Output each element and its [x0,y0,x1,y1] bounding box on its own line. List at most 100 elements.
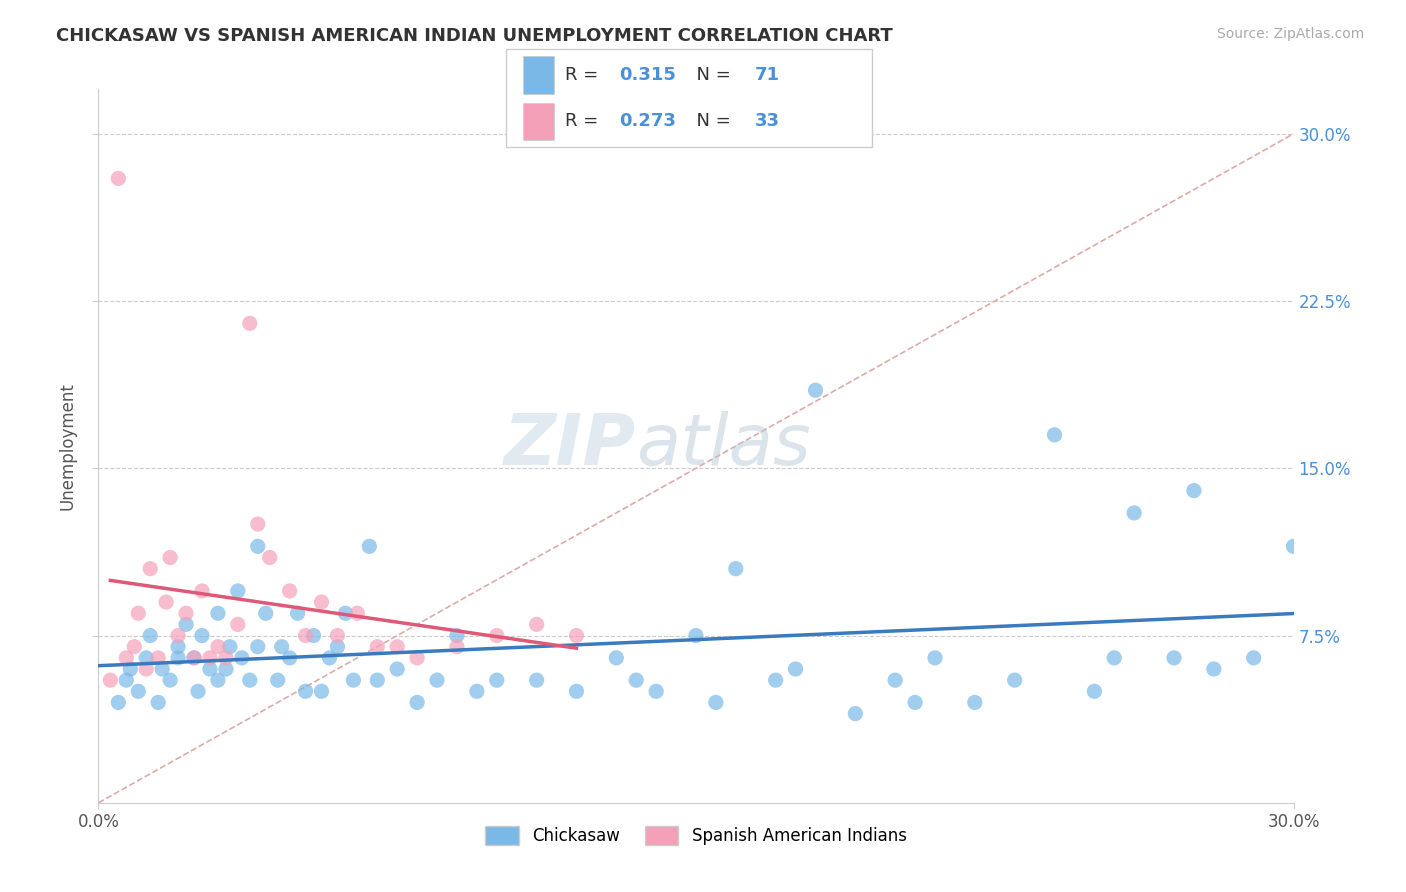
Text: R =: R = [565,112,605,130]
Point [148,651,170,665]
Point [844,706,866,721]
Point [239,673,262,687]
Point [342,673,364,687]
Point [446,640,468,654]
Point [207,673,229,687]
Point [785,662,807,676]
Point [278,651,301,665]
Y-axis label: Unemployment: Unemployment [59,382,77,510]
Point [366,673,388,687]
Point [565,684,588,698]
Point [318,651,340,665]
Text: N =: N = [685,66,737,84]
Point [645,684,668,698]
Text: 33: 33 [755,112,780,130]
Point [174,617,197,632]
Point [924,651,946,665]
Point [804,384,827,398]
Point [626,673,648,687]
Point [311,595,333,609]
Point [167,628,190,642]
Point [259,550,281,565]
Text: ZIP: ZIP [503,411,637,481]
Point [526,673,548,687]
Point [385,640,409,654]
Point [159,673,181,687]
Point [246,539,269,553]
Point [605,651,627,665]
Point [139,562,162,576]
Text: 0.273: 0.273 [619,112,675,130]
Point [565,628,588,642]
Point [359,539,381,553]
Point [366,640,388,654]
Point [98,673,122,687]
Point [385,662,409,676]
Point [215,651,238,665]
Point [446,628,468,642]
Point [167,651,190,665]
Point [198,651,221,665]
Point [1083,684,1105,698]
Point [198,662,221,676]
Point [335,607,357,621]
Point [159,550,181,565]
Point [155,595,177,609]
Point [174,607,197,621]
Text: R =: R = [565,66,605,84]
Point [107,696,129,710]
Point [167,640,190,654]
Point [406,696,429,710]
Point [226,617,249,632]
Point [207,607,229,621]
Point [1104,651,1126,665]
Point [226,583,249,598]
Text: 0.315: 0.315 [619,66,675,84]
Point [884,673,907,687]
Point [685,628,707,642]
Text: N =: N = [685,112,737,130]
Point [904,696,927,710]
Point [326,628,349,642]
Point [294,628,316,642]
Point [191,628,214,642]
Point [267,673,290,687]
Point [302,628,325,642]
Text: Source: ZipAtlas.com: Source: ZipAtlas.com [1216,27,1364,41]
Point [1163,651,1185,665]
Point [406,651,429,665]
Point [120,662,142,676]
Point [485,673,508,687]
Point [246,516,269,531]
Point [1123,506,1146,520]
Point [465,684,488,698]
Point [294,684,316,698]
Point [115,651,138,665]
Point [135,651,157,665]
Point [124,640,146,654]
Point [148,696,170,710]
Point [107,171,129,186]
Point [135,662,157,676]
Point [346,607,368,621]
Point [139,628,162,642]
Point [1043,427,1066,442]
Point [1243,651,1265,665]
Point [207,640,229,654]
Point [287,607,309,621]
Point [724,562,747,576]
Point [704,696,727,710]
Point [115,673,138,687]
Point [191,583,214,598]
Point [215,662,238,676]
Text: CHICKASAW VS SPANISH AMERICAN INDIAN UNEMPLOYMENT CORRELATION CHART: CHICKASAW VS SPANISH AMERICAN INDIAN UNE… [56,27,893,45]
Point [311,684,333,698]
Point [270,640,292,654]
Point [326,640,349,654]
Point [1282,539,1305,553]
Point [246,640,269,654]
Point [219,640,242,654]
Point [150,662,173,676]
Point [526,617,548,632]
Point [765,673,787,687]
